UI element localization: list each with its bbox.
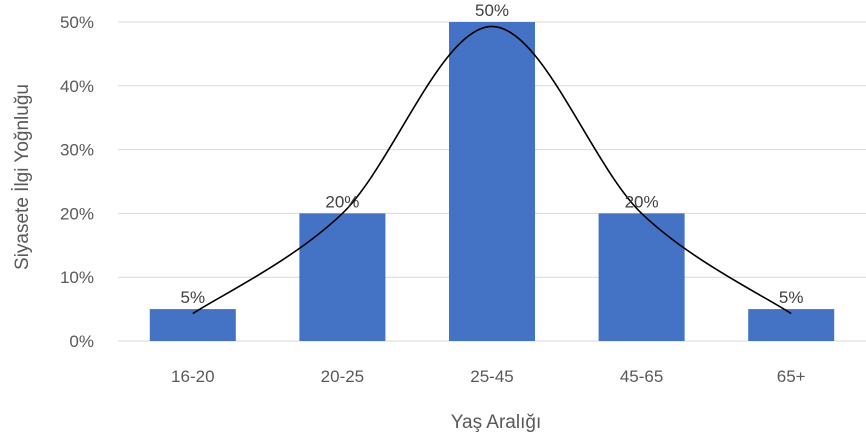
- trend-curve: [192, 25, 792, 315]
- x-tick-label: 25-45: [470, 367, 513, 386]
- bar: [149, 309, 236, 341]
- bar: [448, 22, 536, 341]
- y-tick-label: 20%: [60, 204, 94, 223]
- x-axis-title: Yaş Aralığı: [451, 412, 541, 433]
- bar: [299, 213, 386, 341]
- x-tick-label: 45-65: [620, 367, 663, 386]
- bar: [598, 213, 685, 341]
- data-labels: 5% 20% 50% 20% 5%: [181, 1, 804, 307]
- y-axis-ticks: 0% 10% 20% 30% 40% 50%: [60, 13, 94, 351]
- y-tick-label: 0%: [69, 332, 94, 351]
- bars: [149, 22, 835, 341]
- y-axis-title: Siyasete İlgi Yoğnluğu: [12, 84, 33, 270]
- bar: [748, 309, 835, 341]
- x-tick-label: 16-20: [171, 367, 214, 386]
- y-tick-label: 50%: [60, 13, 94, 32]
- x-tick-label: 65+: [777, 367, 806, 386]
- data-label: 5%: [181, 288, 206, 307]
- data-label: 20%: [325, 192, 359, 211]
- y-tick-label: 30%: [60, 141, 94, 160]
- y-tick-label: 10%: [60, 268, 94, 287]
- data-label: 5%: [779, 288, 804, 307]
- y-tick-label: 40%: [60, 77, 94, 96]
- data-label: 50%: [475, 1, 509, 20]
- x-axis-ticks: 16-20 20-25 25-45 45-65 65+: [171, 367, 806, 386]
- x-tick-label: 20-25: [321, 367, 364, 386]
- data-label: 20%: [625, 192, 659, 211]
